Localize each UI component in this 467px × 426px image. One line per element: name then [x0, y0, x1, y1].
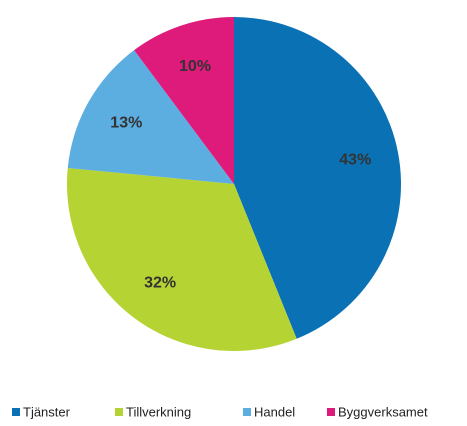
pie-slice [67, 50, 234, 184]
legend-swatch [243, 408, 251, 416]
pie-slice [134, 16, 234, 184]
legend-swatch [327, 408, 335, 416]
legend-swatch [12, 408, 20, 416]
pie-slice [67, 167, 297, 352]
value-label: 32% [144, 274, 176, 291]
value-label: 43% [339, 152, 371, 169]
value-label: 10% [179, 58, 211, 75]
legend-label: Byggverksamet [338, 404, 428, 419]
legend-label: Handel [254, 404, 295, 419]
legend-label: Tillverkning [126, 404, 191, 419]
value-label: 13% [110, 115, 142, 132]
legend-label: Tjänster [23, 404, 71, 419]
legend-swatch [115, 408, 123, 416]
pie-slice [234, 17, 402, 339]
